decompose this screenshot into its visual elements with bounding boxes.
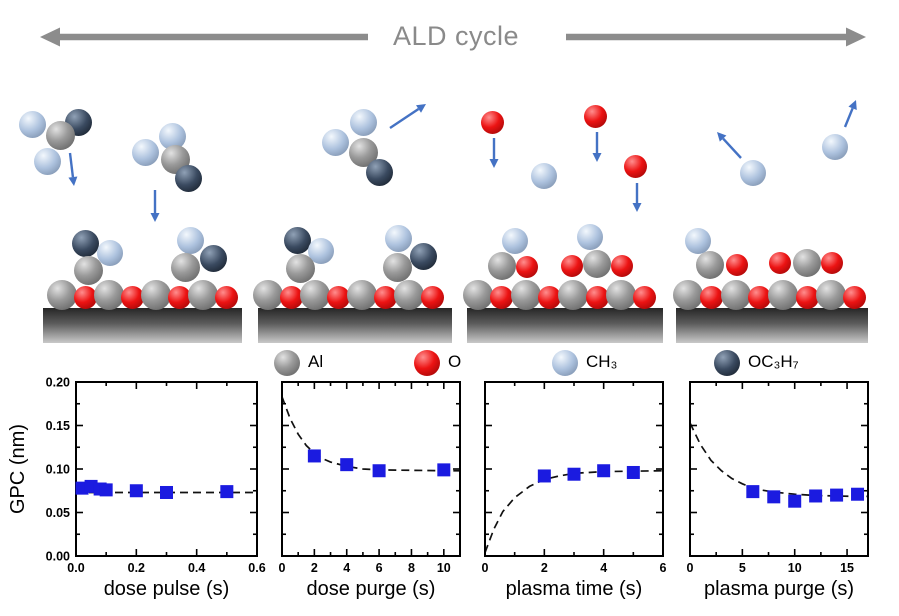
o-sphere <box>490 285 514 309</box>
legend-label-o: O <box>448 352 462 371</box>
legend-label-ch3: CH₃ <box>586 352 618 371</box>
ch3-sphere <box>552 350 578 376</box>
ch3-sphere <box>740 160 766 186</box>
ch3-sphere <box>321 128 349 156</box>
al-sphere <box>285 253 315 283</box>
o-sphere <box>585 285 609 309</box>
al-sphere <box>141 280 171 310</box>
o-sphere <box>700 285 724 309</box>
o-sphere <box>374 285 397 309</box>
al-sphere <box>253 280 283 310</box>
substrate-block-1 <box>43 308 242 343</box>
o-sphere <box>215 285 238 309</box>
al-sphere <box>720 280 751 310</box>
ch3-sphere <box>97 240 123 266</box>
al-sphere <box>73 255 103 285</box>
legend-label-oc3h7: OC₃H₇ <box>748 352 799 371</box>
substrate-block-2 <box>258 308 452 343</box>
ch3-sphere <box>822 134 848 160</box>
al-sphere <box>488 252 516 280</box>
legend-label-al: Al <box>308 352 324 371</box>
o-sphere <box>121 285 144 309</box>
o-sphere <box>769 252 791 274</box>
oc3h7-sphere <box>714 350 740 376</box>
o-sphere <box>583 104 607 128</box>
al-sphere <box>382 252 412 282</box>
ch3-sphere <box>502 228 528 254</box>
ch3-sphere <box>33 147 61 175</box>
oc3h7-sphere <box>174 164 202 192</box>
al-sphere <box>605 280 636 310</box>
o-sphere <box>421 285 444 309</box>
al-sphere <box>394 280 424 310</box>
o-sphere <box>821 252 843 274</box>
ch3-sphere <box>685 228 711 254</box>
al-sphere <box>188 280 218 310</box>
ch3-sphere <box>18 110 46 138</box>
o-sphere <box>561 255 583 277</box>
al-sphere <box>274 350 300 376</box>
o-sphere <box>516 256 538 278</box>
al-sphere <box>45 120 75 150</box>
al-sphere <box>170 252 200 282</box>
oc3h7-sphere <box>199 244 227 272</box>
oc3h7-sphere <box>71 229 99 257</box>
ald-cycle-title: ALD cycle <box>393 21 520 51</box>
substrate-block-3 <box>467 308 663 343</box>
al-sphere <box>300 280 330 310</box>
o-sphere <box>623 154 647 178</box>
al-sphere <box>558 280 589 310</box>
o-sphere <box>747 285 771 309</box>
o-sphere <box>168 285 191 309</box>
o-sphere <box>74 285 97 309</box>
al-sphere <box>510 280 541 310</box>
o-sphere <box>537 285 561 309</box>
al-sphere <box>347 280 377 310</box>
ch3-sphere <box>531 163 557 189</box>
ch3-sphere <box>384 224 412 252</box>
ch3-sphere <box>577 224 603 250</box>
al-sphere <box>696 251 724 279</box>
al-sphere <box>47 280 77 310</box>
o-sphere <box>480 110 504 134</box>
o-sphere <box>327 285 350 309</box>
ch3-sphere <box>176 226 204 254</box>
al-sphere <box>463 280 493 310</box>
substrate-block-4 <box>676 308 868 343</box>
ch3-sphere <box>349 108 377 136</box>
o-sphere <box>843 285 867 309</box>
o-sphere <box>611 255 633 277</box>
ch3-sphere <box>131 138 159 166</box>
o-sphere <box>280 285 303 309</box>
o-sphere <box>726 254 748 276</box>
o-sphere <box>633 285 657 309</box>
al-sphere <box>583 250 611 278</box>
o-sphere <box>795 285 819 309</box>
o-sphere <box>414 350 440 376</box>
al-sphere <box>94 280 124 310</box>
al-sphere <box>793 249 821 277</box>
al-sphere <box>768 280 799 310</box>
al-sphere <box>673 280 703 310</box>
oc3h7-sphere <box>283 226 311 254</box>
al-sphere <box>815 280 846 310</box>
oc3h7-sphere <box>409 242 437 270</box>
oc3h7-sphere <box>365 158 393 186</box>
